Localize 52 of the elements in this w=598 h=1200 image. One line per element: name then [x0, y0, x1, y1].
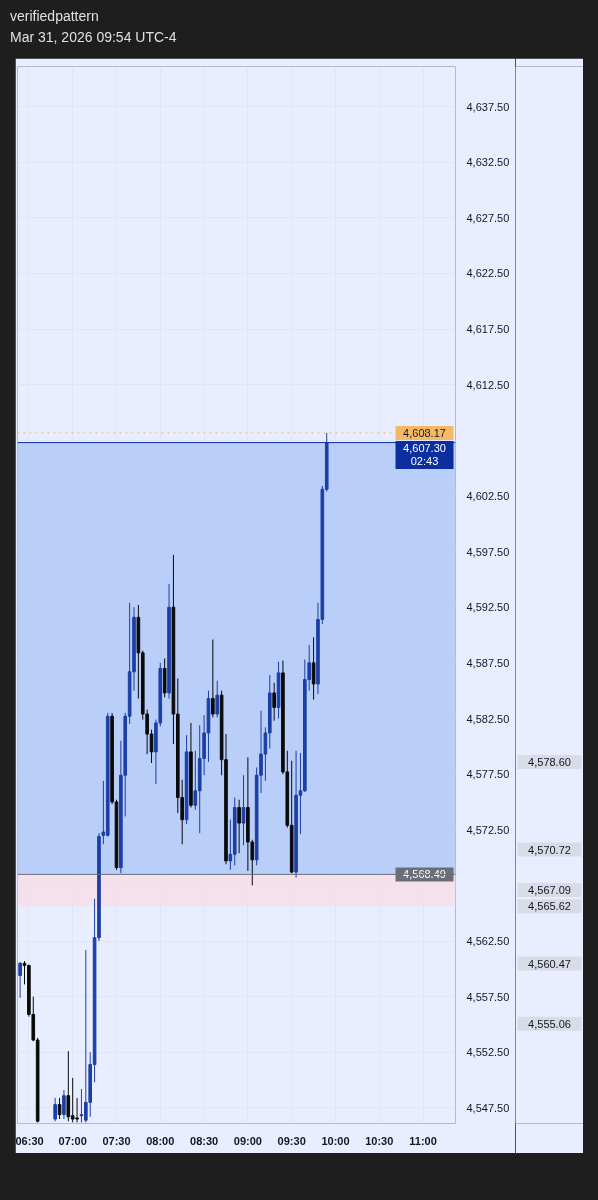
y-tick-label: 4,637.50 — [466, 100, 510, 113]
x-tick-label: 10:00 — [321, 1134, 350, 1147]
y-tick-label: 4,577.50 — [466, 768, 510, 781]
y-tick-label: 4,562.50 — [466, 935, 510, 948]
ref-line-label: 4,568.49 — [403, 868, 446, 881]
text: 4,560.47 — [528, 957, 571, 970]
ref-line-label: 4,607.30 02:43 — [403, 442, 446, 468]
candlestick — [272, 682, 276, 722]
y-tick-label: 4,572.50 — [466, 823, 510, 836]
y-tick-label: 4,622.50 — [466, 267, 510, 280]
candlestick — [57, 1097, 62, 1120]
y-tick-label: 4,587.50 — [466, 656, 510, 669]
x-tick-label: 07:30 — [102, 1134, 131, 1147]
x-tick-label: 11:00 — [409, 1134, 437, 1147]
text: 4,565.62 — [528, 900, 571, 913]
y-tick-label: 4,602.50 — [466, 489, 510, 502]
ref-line-label: 4,608.17 — [403, 426, 446, 439]
candlestick — [79, 1088, 84, 1123]
candlestick — [53, 1097, 57, 1122]
candlestick — [70, 1077, 75, 1123]
text: 4,578.60 — [528, 755, 571, 768]
candlestick — [18, 961, 22, 999]
candlestick — [211, 639, 215, 718]
x-tick-label: 09:30 — [277, 1134, 306, 1147]
y-tick-label: 4,632.50 — [466, 156, 510, 169]
y-tick-label: 4,582.50 — [466, 712, 510, 725]
x-tick-label: 10:30 — [365, 1134, 394, 1147]
x-tick-label: 09:00 — [233, 1134, 262, 1147]
x-tick-label: 08:00 — [146, 1134, 175, 1147]
text: 4,555.06 — [528, 1017, 571, 1030]
x-tick-label: 07:00 — [58, 1134, 87, 1147]
y-tick-label: 4,617.50 — [466, 323, 510, 336]
y-tick-label: 4,547.50 — [466, 1101, 510, 1114]
y-tick-label: 4,597.50 — [466, 545, 510, 558]
y-tick-label: 4,612.50 — [466, 378, 510, 391]
y-tick-label: 4,592.50 — [466, 601, 510, 614]
text: 4,567.09 — [528, 883, 571, 896]
candlestick — [215, 680, 220, 718]
y-tick-label: 4,627.50 — [466, 211, 510, 224]
x-tick-label: 08:30 — [190, 1134, 219, 1147]
x-tick-label: 06:30 — [15, 1134, 44, 1147]
candlestick — [62, 1089, 66, 1120]
chart-subtitle: Mar 31, 2026 09:54 UTC-4 — [10, 29, 177, 45]
candlestick — [75, 1097, 79, 1123]
candlestick — [311, 636, 316, 701]
candlestick — [66, 1050, 71, 1122]
candlestick — [237, 799, 241, 854]
chart-title: verifiedpattern — [10, 8, 99, 24]
text: 4,570.72 — [528, 843, 571, 856]
y-tick-label: 4,557.50 — [466, 990, 510, 1003]
y-tick-label: 4,552.50 — [466, 1046, 510, 1059]
candlestick — [193, 750, 198, 811]
